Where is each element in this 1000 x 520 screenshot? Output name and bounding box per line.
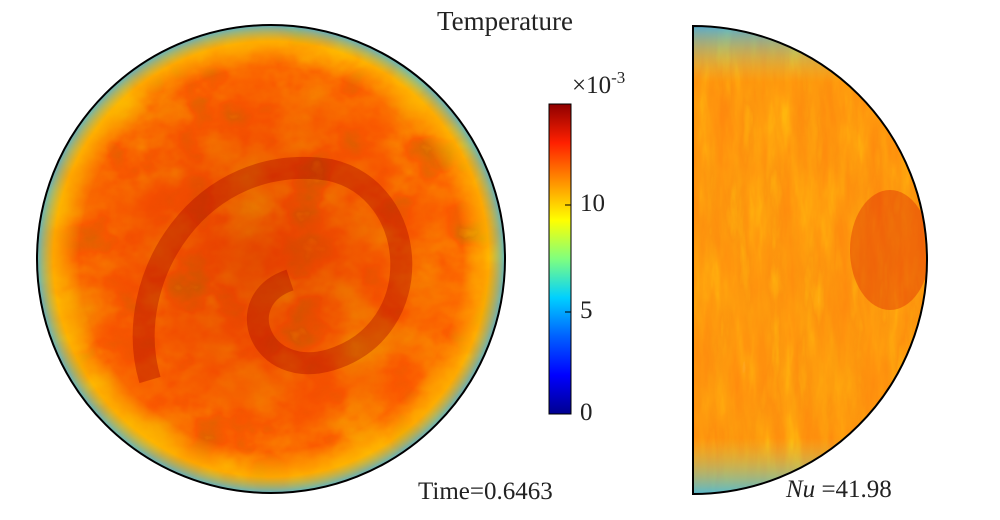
colorbar-title: Temperature xyxy=(437,6,574,36)
time-label: Time=0.6463 xyxy=(418,478,553,505)
vertical-section-outline xyxy=(692,24,928,496)
vertical-section-plot xyxy=(693,26,927,494)
nusselt-value: =41.98 xyxy=(821,476,892,503)
horizontal-section-plot xyxy=(37,25,505,493)
horizontal-section-outline xyxy=(36,24,506,494)
colorbar xyxy=(548,103,572,415)
colorbar-exponent: ×10-3 xyxy=(572,68,625,100)
exponent-power: -3 xyxy=(611,68,626,87)
nusselt-symbol: Nu xyxy=(786,476,816,503)
nusselt-label: Nu =41.98 xyxy=(786,476,892,504)
colorbar-tick-label-5: 5 xyxy=(580,297,593,324)
colorbar-tick-label-10: 10 xyxy=(580,190,605,217)
exponent-base: ×10 xyxy=(572,72,612,99)
colorbar-tick-label-0: 0 xyxy=(580,399,593,426)
